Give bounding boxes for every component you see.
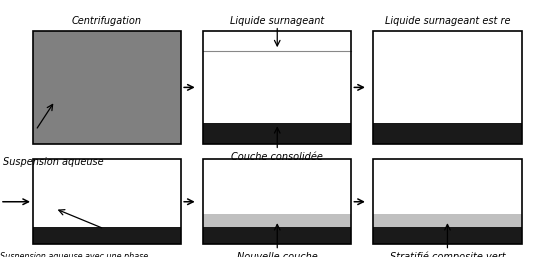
Text: Liquide surnageant est re: Liquide surnageant est re (385, 16, 510, 26)
Bar (203, 214, 351, 227)
Bar (373, 227, 522, 244)
Bar (33, 159, 181, 244)
Text: Suspension aqueuse avec une phase: Suspension aqueuse avec une phase (0, 252, 148, 257)
Bar (33, 31, 181, 144)
Bar (203, 159, 351, 244)
Text: Centrifugation: Centrifugation (72, 16, 142, 26)
Bar (373, 31, 522, 144)
Bar (33, 227, 181, 244)
Bar (203, 123, 351, 144)
Text: Couche consolidée: Couche consolidée (231, 152, 323, 162)
Text: Nouvelle couche: Nouvelle couche (237, 252, 318, 257)
Bar (203, 31, 351, 144)
Bar (373, 159, 522, 244)
Bar (373, 214, 522, 227)
Bar (33, 159, 181, 244)
Bar (33, 31, 181, 144)
Text: Stratifié composite vert: Stratifié composite vert (390, 252, 505, 257)
Bar (203, 31, 351, 144)
Bar (203, 227, 351, 244)
Text: Liquide surnageant: Liquide surnageant (230, 16, 324, 26)
Bar (373, 159, 522, 244)
Bar (203, 159, 351, 244)
Text: Suspension aqueuse: Suspension aqueuse (3, 157, 103, 167)
Bar (373, 31, 522, 144)
Bar (373, 123, 522, 144)
